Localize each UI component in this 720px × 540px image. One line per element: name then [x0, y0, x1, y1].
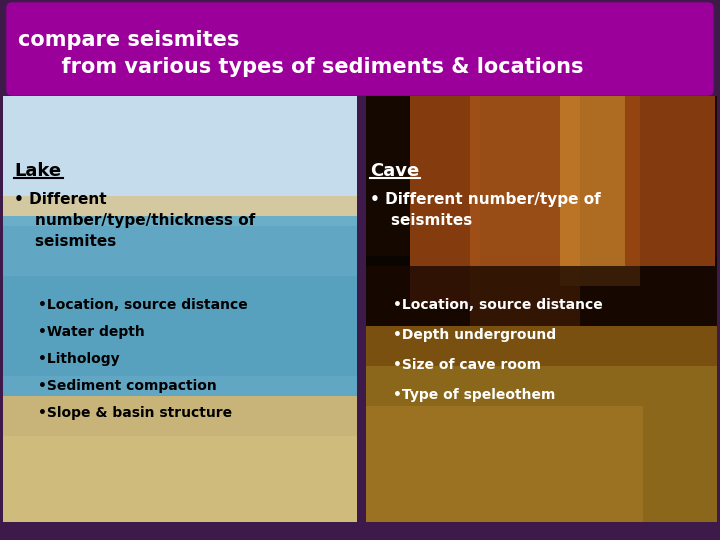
Text: •Location, source distance: •Location, source distance: [393, 298, 603, 312]
Bar: [363, 366, 717, 522]
Bar: [363, 326, 717, 522]
Bar: [560, 96, 640, 286]
Bar: [625, 96, 715, 266]
Bar: [3, 396, 357, 522]
Text: •Slope & basin structure: •Slope & basin structure: [38, 406, 232, 420]
FancyBboxPatch shape: [7, 3, 713, 95]
Text: •Lithology: •Lithology: [38, 352, 120, 366]
Text: •Water depth: •Water depth: [38, 325, 145, 339]
Bar: [3, 196, 357, 221]
Bar: [3, 216, 357, 416]
Text: from various types of sediments & locations: from various types of sediments & locati…: [18, 57, 583, 77]
Text: Cave: Cave: [370, 162, 419, 180]
Text: •Size of cave room: •Size of cave room: [393, 358, 541, 372]
Text: •Type of speleothem: •Type of speleothem: [393, 388, 555, 402]
Bar: [3, 96, 357, 206]
Text: •Depth underground: •Depth underground: [393, 328, 556, 342]
Bar: [3, 436, 357, 522]
Text: •Location, source distance: •Location, source distance: [38, 298, 248, 312]
Bar: [363, 266, 717, 346]
Bar: [363, 406, 643, 522]
Text: Lake: Lake: [14, 162, 61, 180]
Bar: [3, 226, 357, 396]
Bar: [410, 96, 480, 306]
Text: •Sediment compaction: •Sediment compaction: [38, 379, 217, 393]
Bar: [363, 96, 717, 522]
Bar: [357, 96, 366, 522]
Bar: [0, 522, 720, 540]
Text: compare seismites: compare seismites: [18, 30, 239, 50]
Bar: [3, 276, 357, 376]
Text: • Different number/type of
    seismites: • Different number/type of seismites: [370, 192, 600, 228]
Bar: [363, 96, 717, 256]
Bar: [470, 96, 580, 336]
Text: • Different
    number/type/thickness of
    seismites: • Different number/type/thickness of sei…: [14, 192, 256, 249]
